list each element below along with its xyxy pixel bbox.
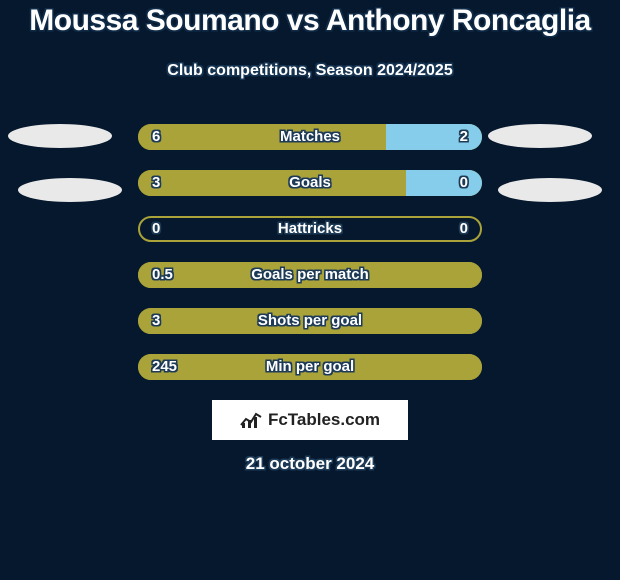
stat-label: Min per goal bbox=[138, 358, 482, 375]
date-stamp: 21 october 2024 bbox=[0, 454, 620, 474]
stat-row: Goals3 0 bbox=[138, 170, 482, 196]
stat-row: Goals per match0.5 bbox=[138, 262, 482, 288]
brand-text: FcTables.com bbox=[268, 410, 380, 430]
team-badge-right-1 bbox=[488, 124, 592, 148]
stat-label: Matches bbox=[138, 128, 482, 145]
stat-value-left: 0 bbox=[152, 220, 160, 237]
stat-label: Goals per match bbox=[138, 266, 482, 283]
stat-row: Shots per goal3 bbox=[138, 308, 482, 334]
team-badge-left-2 bbox=[18, 178, 122, 202]
page-subtitle: Club competitions, Season 2024/2025 bbox=[0, 62, 620, 80]
stat-value-left: 0.5 bbox=[152, 266, 173, 283]
stat-row: Hattricks0 0 bbox=[138, 216, 482, 242]
stat-row: Matches6 2 bbox=[138, 124, 482, 150]
team-badge-right-3 bbox=[498, 178, 602, 202]
stat-value-left: 6 bbox=[152, 128, 160, 145]
stat-value-right: 0 bbox=[460, 174, 468, 191]
stat-value-left: 3 bbox=[152, 174, 160, 191]
stat-value-left: 3 bbox=[152, 312, 160, 329]
team-badge-left-0 bbox=[8, 124, 112, 148]
page-title: Moussa Soumano vs Anthony Roncaglia bbox=[0, 4, 620, 38]
stat-value-left: 245 bbox=[152, 358, 177, 375]
stat-label: Shots per goal bbox=[138, 312, 482, 329]
comparison-chart: Matches62Goals30Hattricks00Goals per mat… bbox=[138, 124, 482, 400]
stat-value-right: 0 bbox=[460, 220, 468, 237]
stat-row: Min per goal245 bbox=[138, 354, 482, 380]
stat-value-right: 2 bbox=[460, 128, 468, 145]
stat-label: Goals bbox=[138, 174, 482, 191]
brand-badge: FcTables.com bbox=[212, 400, 408, 440]
chart-icon bbox=[240, 411, 262, 429]
stat-label: Hattricks bbox=[138, 220, 482, 237]
